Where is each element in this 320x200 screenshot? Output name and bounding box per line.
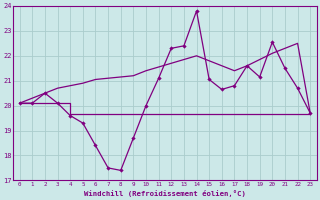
X-axis label: Windchill (Refroidissement éolien,°C): Windchill (Refroidissement éolien,°C) bbox=[84, 190, 246, 197]
